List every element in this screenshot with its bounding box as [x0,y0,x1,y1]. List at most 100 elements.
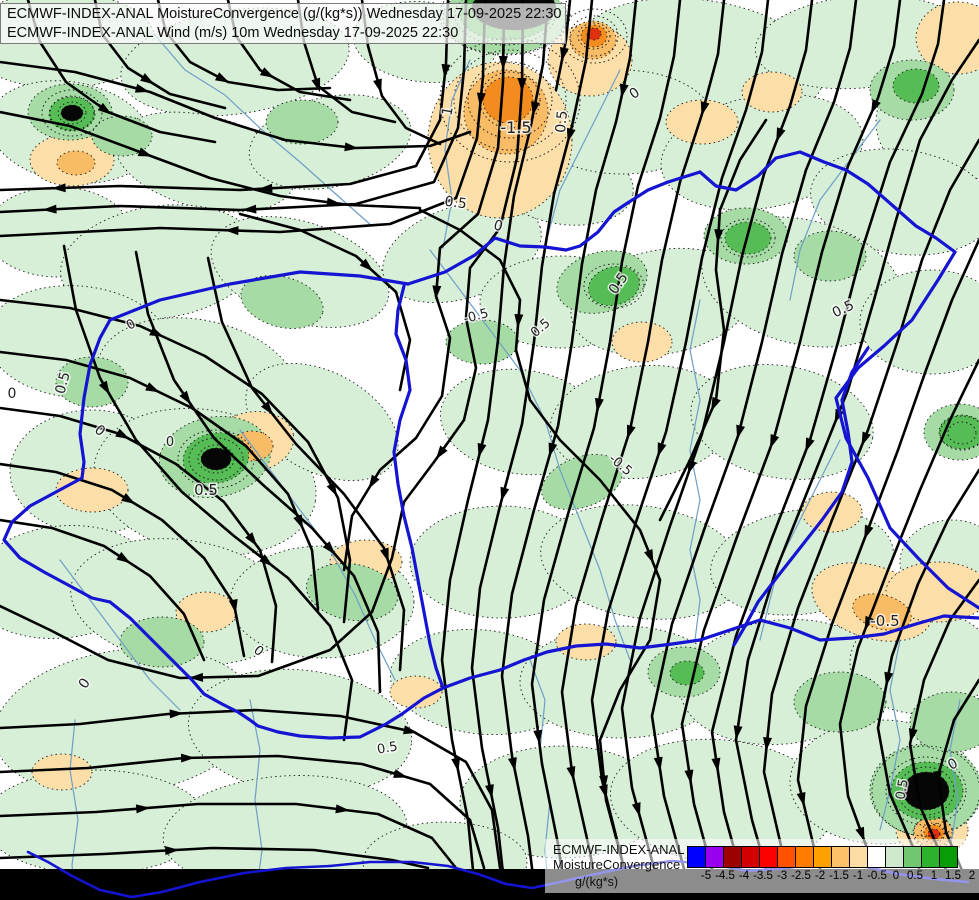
legend-tick: -1 [852,870,864,882]
legend: ECMWF-INDEX-ANAL MoistureConvergence g/(… [545,839,979,893]
wind-streamline [734,38,979,892]
moisture-blob-pale-orange [665,99,739,145]
moisture-blob-pale-orange [31,753,93,791]
legend-tick: -4.5 [715,870,735,882]
wind-arrowhead [259,67,275,78]
wind-arrowhead [261,401,274,416]
river [689,299,701,641]
wind-streamline [500,0,638,900]
country-border [108,270,410,322]
legend-swatch [885,846,904,868]
contour-ring [885,756,967,826]
wind-streamline [554,0,572,92]
contour-ring [720,218,776,258]
wind-streamline [0,406,278,664]
wind-arrowhead [115,428,130,440]
contour-ring [197,444,235,474]
wind-streamline [0,802,458,870]
wind-arrowhead [548,442,558,458]
moisture-blob-pale-orange [611,321,673,363]
wind-arrowhead [864,615,874,631]
river [879,639,901,831]
wind-streamline [418,208,662,900]
contour-label: 0.5 [443,194,467,213]
wind-arrowhead [733,725,743,740]
wind-arrowhead [736,424,745,440]
moisture-blob-pale-orange [389,675,443,709]
river [547,69,621,236]
legend-tick: 2 [968,870,976,882]
moisture-blob-mid-orange [56,150,96,176]
legend-swatch [921,846,940,868]
wind-arrowhead [359,258,374,272]
legend-swatch [705,846,724,868]
legend-tick: -5 [700,870,712,882]
wind-streamline [796,238,979,900]
wind-arrowhead [861,431,871,447]
wind-arrowhead [180,753,196,763]
country-border [2,318,112,604]
legend-colorbar [687,846,958,868]
contour-ring [57,101,87,125]
wind-arrowhead [533,729,543,745]
moisture-blob-pale-orange [801,491,863,533]
moisture-blob-pale-orange [915,1,979,75]
wind-streamline [62,244,354,742]
wind-arrowhead [932,770,942,785]
wind-arrowhead [514,313,524,329]
wind-arrowhead [776,127,786,142]
moisture-blob-black-core [200,447,232,471]
moisture-blob-mid-green [265,99,339,145]
wind-arrowhead [344,142,359,152]
wind-streamline [710,0,946,894]
title-line-wind: ECMWF-INDEX-ANAL Wind (m/s) 10m Wednesda… [7,25,459,41]
wind-arrowhead [258,183,273,193]
country-border [732,346,870,647]
title-box: ECMWF-INDEX-ANAL MoistureConvergence (g/… [0,3,566,44]
wind-arrowhead [884,671,894,687]
wind-arrowhead [626,424,636,440]
wind-arrowhead [98,380,110,395]
contour-ring [577,22,611,50]
contour-label: 1 [439,106,456,118]
moisture-blob-pale-orange [555,623,617,661]
wind-arrowhead [116,551,131,564]
wind-arrowhead [393,769,408,778]
legend-tick: 0.5 [907,870,923,882]
wind-arrowhead [599,775,609,790]
wind-arrowhead [242,204,257,214]
wind-streamline [658,118,768,522]
wind-arrowhead [566,766,576,781]
wind-arrowhead [435,445,448,460]
moisture-blob-dark-green [669,660,705,686]
wind-arrowhead [145,382,160,393]
wind-arrowhead [134,83,150,93]
legend-tick-row: -5 -4.5 -4 -3.5 -3 -2.5 -2 -1.5 -1 -0.5 0 0.5 1 1.5 2 [688,870,979,888]
wind-arrowhead [188,672,204,682]
wind-arrowhead [908,728,918,743]
wind-arrowhead [498,55,508,71]
legend-tick: -4 [738,870,750,882]
wind-arrowhead [714,229,724,244]
wind-arrowhead [644,548,654,564]
contour-ring [467,61,553,139]
legend-swatch [795,846,814,868]
title-line-moisture: ECMWF-INDEX-ANAL MoistureConvergence (g/… [7,6,562,22]
wind-streamline [0,0,525,680]
contour-label: 0.5 [194,481,218,499]
wind-streamline [680,0,902,886]
contour-ring [453,49,567,151]
wind-arrowhead [805,437,815,453]
wind-streamline [0,0,468,214]
wind-arrowhead [164,846,180,856]
river [249,699,263,881]
legend-tick: 1.5 [945,870,961,882]
wind-arrowhead [42,204,57,214]
moisture-blob-mid-green [793,230,867,282]
moisture-blob-dark-green [587,266,641,306]
legend-swatch [939,846,958,868]
moisture-blob-deep-orange [482,76,534,124]
contour-label: 0 [8,386,17,402]
legend-param-label: MoistureConvergence [553,857,681,872]
country-border [834,250,979,610]
